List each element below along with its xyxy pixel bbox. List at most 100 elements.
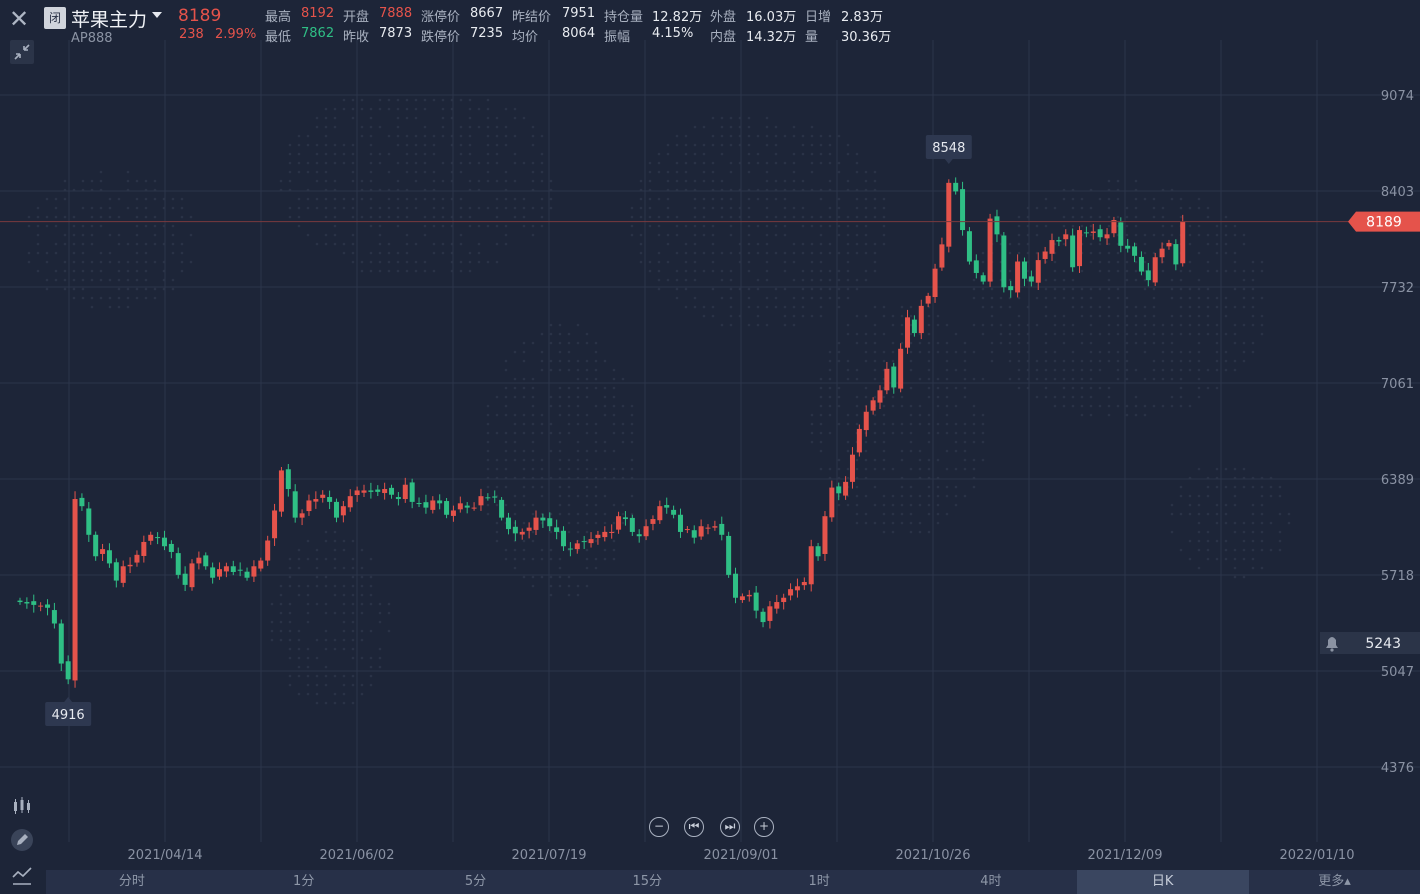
contract-name[interactable]: 苹果主力 bbox=[71, 9, 148, 31]
candle-body bbox=[1166, 242, 1172, 247]
backdrop-dot bbox=[945, 431, 949, 435]
timeframe-tab[interactable]: 15分 bbox=[632, 874, 663, 889]
backdrop-dot bbox=[855, 413, 859, 417]
candle bbox=[1132, 242, 1138, 263]
backdrop-dot bbox=[522, 224, 526, 228]
backdrop-dot bbox=[936, 323, 940, 327]
timeframe-tab[interactable]: 分时 bbox=[118, 874, 145, 889]
backdrop-dot bbox=[927, 440, 931, 444]
backdrop-dot bbox=[909, 449, 913, 453]
quote-value: 2.83万 bbox=[841, 10, 883, 25]
backdrop-dot bbox=[486, 125, 490, 129]
candle-body bbox=[1097, 229, 1103, 238]
candle bbox=[347, 489, 353, 512]
timeframe-tab[interactable]: 更多▴ bbox=[1318, 874, 1351, 889]
backdrop-dot bbox=[1152, 404, 1156, 408]
backdrop-dot bbox=[585, 503, 589, 507]
candle-body bbox=[492, 496, 498, 498]
backdrop-dot bbox=[945, 386, 949, 390]
backdrop-dot bbox=[729, 197, 733, 201]
backdrop-dot bbox=[486, 98, 490, 102]
backdrop-dot bbox=[1143, 278, 1147, 282]
close-icon[interactable]: ✕ bbox=[9, 5, 30, 33]
backdrop-dot bbox=[1197, 494, 1201, 498]
backdrop-dot bbox=[1125, 368, 1129, 372]
timeframe-tab[interactable]: 日K bbox=[1076, 870, 1249, 894]
backdrop-dot bbox=[126, 242, 130, 246]
bell-icon[interactable] bbox=[1326, 637, 1338, 648]
backdrop-dot bbox=[567, 395, 571, 399]
backdrop-dot bbox=[855, 233, 859, 237]
backdrop-dot bbox=[909, 386, 913, 390]
candle-body bbox=[822, 516, 828, 554]
backdrop-dot bbox=[693, 305, 697, 309]
shrink-icon[interactable] bbox=[10, 40, 34, 64]
backdrop-dot bbox=[324, 179, 328, 183]
backdrop-dot bbox=[810, 422, 814, 426]
backdrop-dot bbox=[1161, 269, 1165, 273]
backdrop-dot bbox=[108, 197, 112, 201]
backdrop-dot bbox=[783, 206, 787, 210]
backdrop-dot bbox=[1116, 269, 1120, 273]
backdrop-dot bbox=[1188, 206, 1192, 210]
backdrop-dot bbox=[756, 152, 760, 156]
price-alert[interactable]: 5243 bbox=[1320, 632, 1420, 654]
backdrop-dot bbox=[1017, 386, 1021, 390]
backdrop-dot bbox=[1053, 368, 1057, 372]
backdrop-dot bbox=[585, 557, 589, 561]
next-icon[interactable]: ⏭ bbox=[720, 817, 740, 837]
backdrop-dot bbox=[684, 278, 688, 282]
zoom-in-button[interactable]: + bbox=[754, 817, 774, 837]
previous-icon[interactable]: ⏮ bbox=[684, 817, 704, 837]
indicator-icon[interactable] bbox=[8, 792, 36, 820]
backdrop-dot bbox=[747, 161, 751, 165]
timeframe-tab[interactable]: 1分 bbox=[293, 874, 315, 889]
backdrop-dot bbox=[324, 242, 328, 246]
timeframe-tab[interactable]: 1时 bbox=[808, 874, 830, 889]
backdrop-dot bbox=[918, 449, 922, 453]
backdrop-dot bbox=[864, 224, 868, 228]
backdrop-dot bbox=[432, 206, 436, 210]
backdrop-dot bbox=[369, 152, 373, 156]
backdrop-dot bbox=[774, 152, 778, 156]
candle-body bbox=[478, 496, 484, 506]
backdrop-dot bbox=[1242, 305, 1246, 309]
backdrop-dot bbox=[342, 206, 346, 210]
backdrop-dot bbox=[1125, 278, 1129, 282]
backdrop-dot bbox=[981, 296, 985, 300]
candle-body bbox=[251, 566, 257, 577]
backdrop-dot bbox=[693, 224, 697, 228]
backdrop-dot bbox=[135, 197, 139, 201]
line-chart-icon[interactable] bbox=[8, 862, 36, 890]
backdrop-dot bbox=[477, 107, 481, 111]
backdrop-dot bbox=[288, 206, 292, 210]
backdrop-dot bbox=[612, 467, 616, 471]
backdrop-dot bbox=[882, 404, 886, 408]
candle-body bbox=[402, 484, 408, 500]
backdrop-dot bbox=[1197, 314, 1201, 318]
zoom-out-button[interactable]: − bbox=[649, 817, 669, 837]
backdrop-dot bbox=[630, 206, 634, 210]
backdrop-dot bbox=[1215, 332, 1219, 336]
backdrop-dot bbox=[504, 404, 508, 408]
backdrop-dot bbox=[630, 458, 634, 462]
backdrop-dot bbox=[846, 179, 850, 183]
timeframe-tab[interactable]: 4时 bbox=[980, 874, 1002, 889]
backdrop-dot bbox=[927, 467, 931, 471]
backdrop-dot bbox=[486, 107, 490, 111]
pencil-icon[interactable] bbox=[8, 826, 36, 854]
backdrop-dot bbox=[1170, 323, 1174, 327]
chevron-down-icon[interactable] bbox=[152, 12, 162, 18]
last-price: 8189 bbox=[178, 6, 222, 26]
candle-body bbox=[1125, 245, 1131, 249]
backdrop-dot bbox=[342, 647, 346, 651]
backdrop-dot bbox=[1179, 485, 1183, 489]
backdrop-dot bbox=[1278, 512, 1282, 516]
backdrop-dot bbox=[864, 350, 868, 354]
backdrop-dot bbox=[1107, 278, 1111, 282]
backdrop-dot bbox=[369, 575, 373, 579]
backdrop-dot bbox=[603, 521, 607, 525]
candle-body bbox=[120, 566, 126, 583]
timeframe-tab[interactable]: 5分 bbox=[464, 874, 487, 889]
